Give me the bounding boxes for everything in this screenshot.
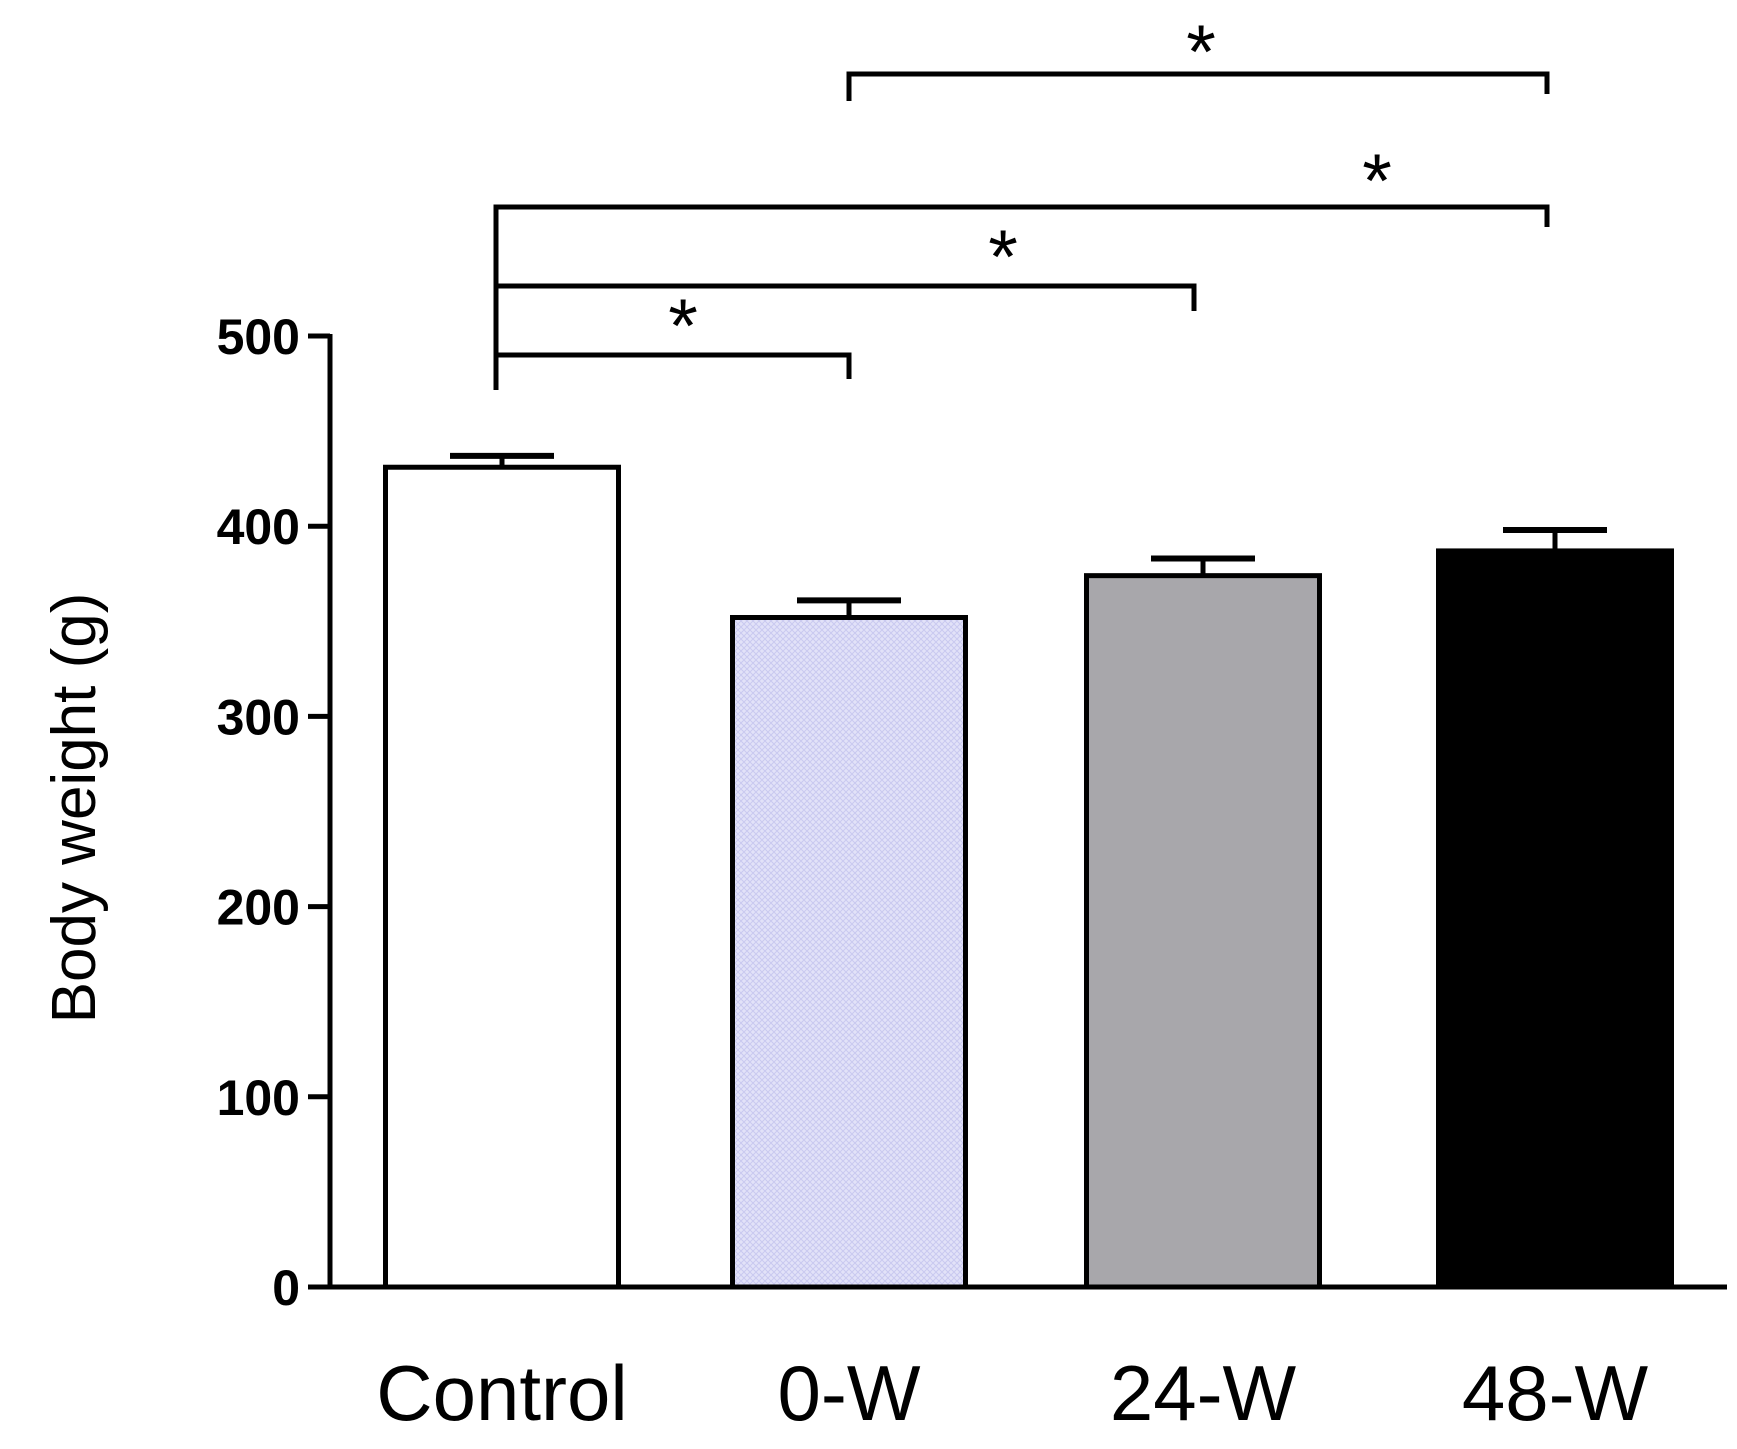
bars-group <box>383 464 1674 1290</box>
y-tick-label: 300 <box>217 689 300 745</box>
y-tick-label: 400 <box>217 499 300 555</box>
y-tick-label: 0 <box>272 1260 300 1316</box>
y-axis-title: Body weight (g) <box>40 593 109 1024</box>
x-category-label: 48-W <box>1462 1349 1649 1437</box>
significance-brackets-group: * * * * <box>493 10 1550 390</box>
y-tick-label: 500 <box>217 309 300 365</box>
y-tick-label: 200 <box>217 880 300 936</box>
significance-star: * <box>988 215 1018 300</box>
y-axis: 0 100 200 300 400 500 <box>217 309 333 1316</box>
bar-48-w <box>1436 548 1674 1290</box>
significance-star: * <box>668 284 698 369</box>
y-tick-label: 100 <box>217 1070 300 1126</box>
significance-bracket <box>846 71 1550 101</box>
significance-bracket <box>493 204 1550 390</box>
significance-bracket <box>493 283 1197 390</box>
x-category-label: 24-W <box>1110 1349 1297 1437</box>
bar-0-w <box>730 614 968 1290</box>
bar-24-w <box>1084 573 1322 1290</box>
significance-star: * <box>1186 10 1216 95</box>
bar-control <box>383 464 621 1290</box>
x-category-label: 0-W <box>778 1349 921 1437</box>
x-category-label: Control <box>376 1349 627 1437</box>
error-bars-group <box>450 452 1607 618</box>
category-labels-group: Control 0-W 24-W 48-W <box>376 1349 1648 1437</box>
significance-star: * <box>1362 139 1392 224</box>
